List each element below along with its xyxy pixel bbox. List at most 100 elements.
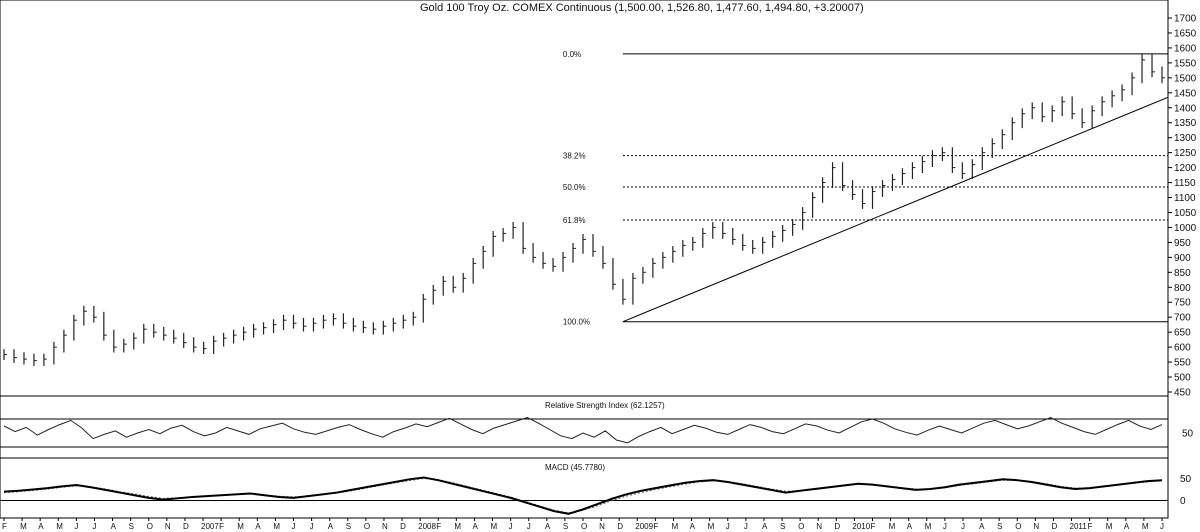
rsi-y-tick-label: 50	[1182, 429, 1194, 440]
x-tick-label: O	[798, 522, 804, 531]
rsi-plot: 50	[0, 417, 1194, 448]
price-y-tick-label: 450	[1174, 388, 1191, 399]
fib-label: 0.0%	[563, 50, 581, 59]
price-y-tick-label: 1150	[1174, 178, 1196, 189]
x-tick-label: M	[454, 522, 461, 531]
price-y-tick-label: 950	[1174, 238, 1191, 249]
x-tick-label: J	[1160, 522, 1164, 531]
x-tick-label: F	[653, 522, 658, 531]
x-tick-label: A	[38, 522, 44, 531]
price-y-tick-label: 1300	[1174, 133, 1197, 144]
rsi-line	[3, 417, 1163, 444]
x-tick-label: D	[834, 522, 840, 531]
x-tick-label: J	[292, 522, 296, 531]
x-tick-label: S	[780, 522, 785, 531]
x-tick-label: D	[183, 522, 189, 531]
macd-panel-frame	[0, 457, 1169, 519]
macd-y-tick-label: 50	[1180, 474, 1192, 485]
x-tick-label: A	[255, 522, 261, 531]
x-tick-label: O	[147, 522, 153, 531]
x-tick-label: M	[237, 522, 244, 531]
x-tick-label: J	[726, 522, 730, 531]
x-tick-label: A	[907, 522, 913, 531]
price-bars	[3, 54, 1165, 366]
x-tick-label: M	[491, 522, 498, 531]
x-tick-label: M	[56, 522, 63, 531]
x-tick-label: N	[1033, 522, 1039, 531]
price-y-tick-label: 500	[1174, 373, 1191, 384]
x-tick-label: J	[744, 522, 748, 531]
x-tick-label: J	[943, 522, 947, 531]
price-y-tick-label: 1600	[1174, 43, 1197, 54]
price-y-tick-label: 850	[1174, 268, 1191, 279]
x-tick-label: A	[979, 522, 985, 531]
price-y-tick-label: 1000	[1174, 223, 1197, 234]
x-tick-label: J	[310, 522, 314, 531]
x-tick-label: M	[1106, 522, 1113, 531]
x-tick-label: 2008	[418, 522, 436, 531]
price-y-tick-label: 800	[1174, 283, 1191, 294]
x-tick-label: O	[1015, 522, 1021, 531]
x-tick-label: 2009	[635, 522, 653, 531]
date-x-axis: F M A M J J A S O N D 2007 F M A M J J A S O N D 2008 F M A M J J A S O N…	[2, 518, 1164, 531]
trendline	[622, 96, 1169, 323]
x-tick-label: F	[2, 522, 7, 531]
price-y-tick-label: 1700	[1174, 14, 1197, 25]
x-tick-label: 2007	[201, 522, 219, 531]
x-tick-label: 2010	[852, 522, 870, 531]
price-y-tick-label: 1400	[1174, 103, 1197, 114]
x-tick-label: N	[599, 522, 605, 531]
price-y-tick-label: 1350	[1174, 118, 1197, 129]
x-tick-label: J	[92, 522, 96, 531]
price-panel-frame	[0, 0, 1169, 397]
x-tick-label: A	[1124, 522, 1130, 531]
x-tick-label: D	[617, 522, 623, 531]
x-tick-label: J	[961, 522, 965, 531]
x-tick-label: M	[1142, 522, 1149, 531]
x-tick-label: J	[74, 522, 78, 531]
x-tick-label: D	[400, 522, 406, 531]
price-y-tick-label: 1250	[1174, 148, 1197, 159]
x-tick-label: A	[328, 522, 334, 531]
x-tick-label: F	[436, 522, 441, 531]
macd-y-tick-label: 0	[1180, 496, 1186, 507]
x-tick-label: S	[346, 522, 351, 531]
price-y-tick-label: 1650	[1174, 28, 1197, 39]
x-tick-label: S	[997, 522, 1002, 531]
x-tick-label: D	[1051, 522, 1057, 531]
x-tick-label: A	[545, 522, 551, 531]
x-tick-label: M	[925, 522, 932, 531]
price-y-tick-label: 1100	[1174, 193, 1196, 204]
x-tick-label: M	[273, 522, 280, 531]
x-tick-label: M	[20, 522, 27, 531]
price-y-tick-label: 650	[1174, 328, 1191, 339]
x-tick-label: A	[111, 522, 117, 531]
fib-label: 38.2%	[563, 152, 586, 161]
x-tick-label: S	[129, 522, 134, 531]
price-y-tick-label: 1050	[1174, 208, 1197, 219]
fib-label: 100.0%	[563, 318, 590, 327]
x-tick-label: F	[871, 522, 876, 531]
x-tick-label: N	[816, 522, 822, 531]
price-y-axis: 450 500 550 600 650 700 750 800 850 900 950 1000 105…	[1168, 14, 1197, 399]
macd-panel-title: MACD (45.7780)	[545, 463, 605, 472]
fibonacci-levels: 0.0% 38.2% 50.0% 61.8% 100.0%	[563, 50, 1168, 327]
price-y-tick-label: 1500	[1174, 73, 1197, 84]
x-tick-label: A	[690, 522, 696, 531]
price-y-tick-label: 1450	[1174, 88, 1197, 99]
price-y-tick-label: 900	[1174, 253, 1191, 264]
fib-label: 50.0%	[563, 183, 586, 192]
x-tick-label: A	[762, 522, 768, 531]
price-chart-title: Gold 100 Troy Oz. COMEX Continuous (1,50…	[420, 2, 864, 14]
x-tick-label: M	[889, 522, 896, 531]
x-tick-label: F	[219, 522, 224, 531]
price-y-tick-label: 1200	[1174, 163, 1197, 174]
price-y-tick-label: 550	[1174, 358, 1191, 369]
price-y-tick-label: 1550	[1174, 58, 1197, 69]
x-tick-label: M	[708, 522, 715, 531]
x-tick-label: N	[382, 522, 388, 531]
x-tick-label: A	[472, 522, 478, 531]
x-tick-label: O	[364, 522, 370, 531]
x-tick-label: N	[165, 522, 171, 531]
